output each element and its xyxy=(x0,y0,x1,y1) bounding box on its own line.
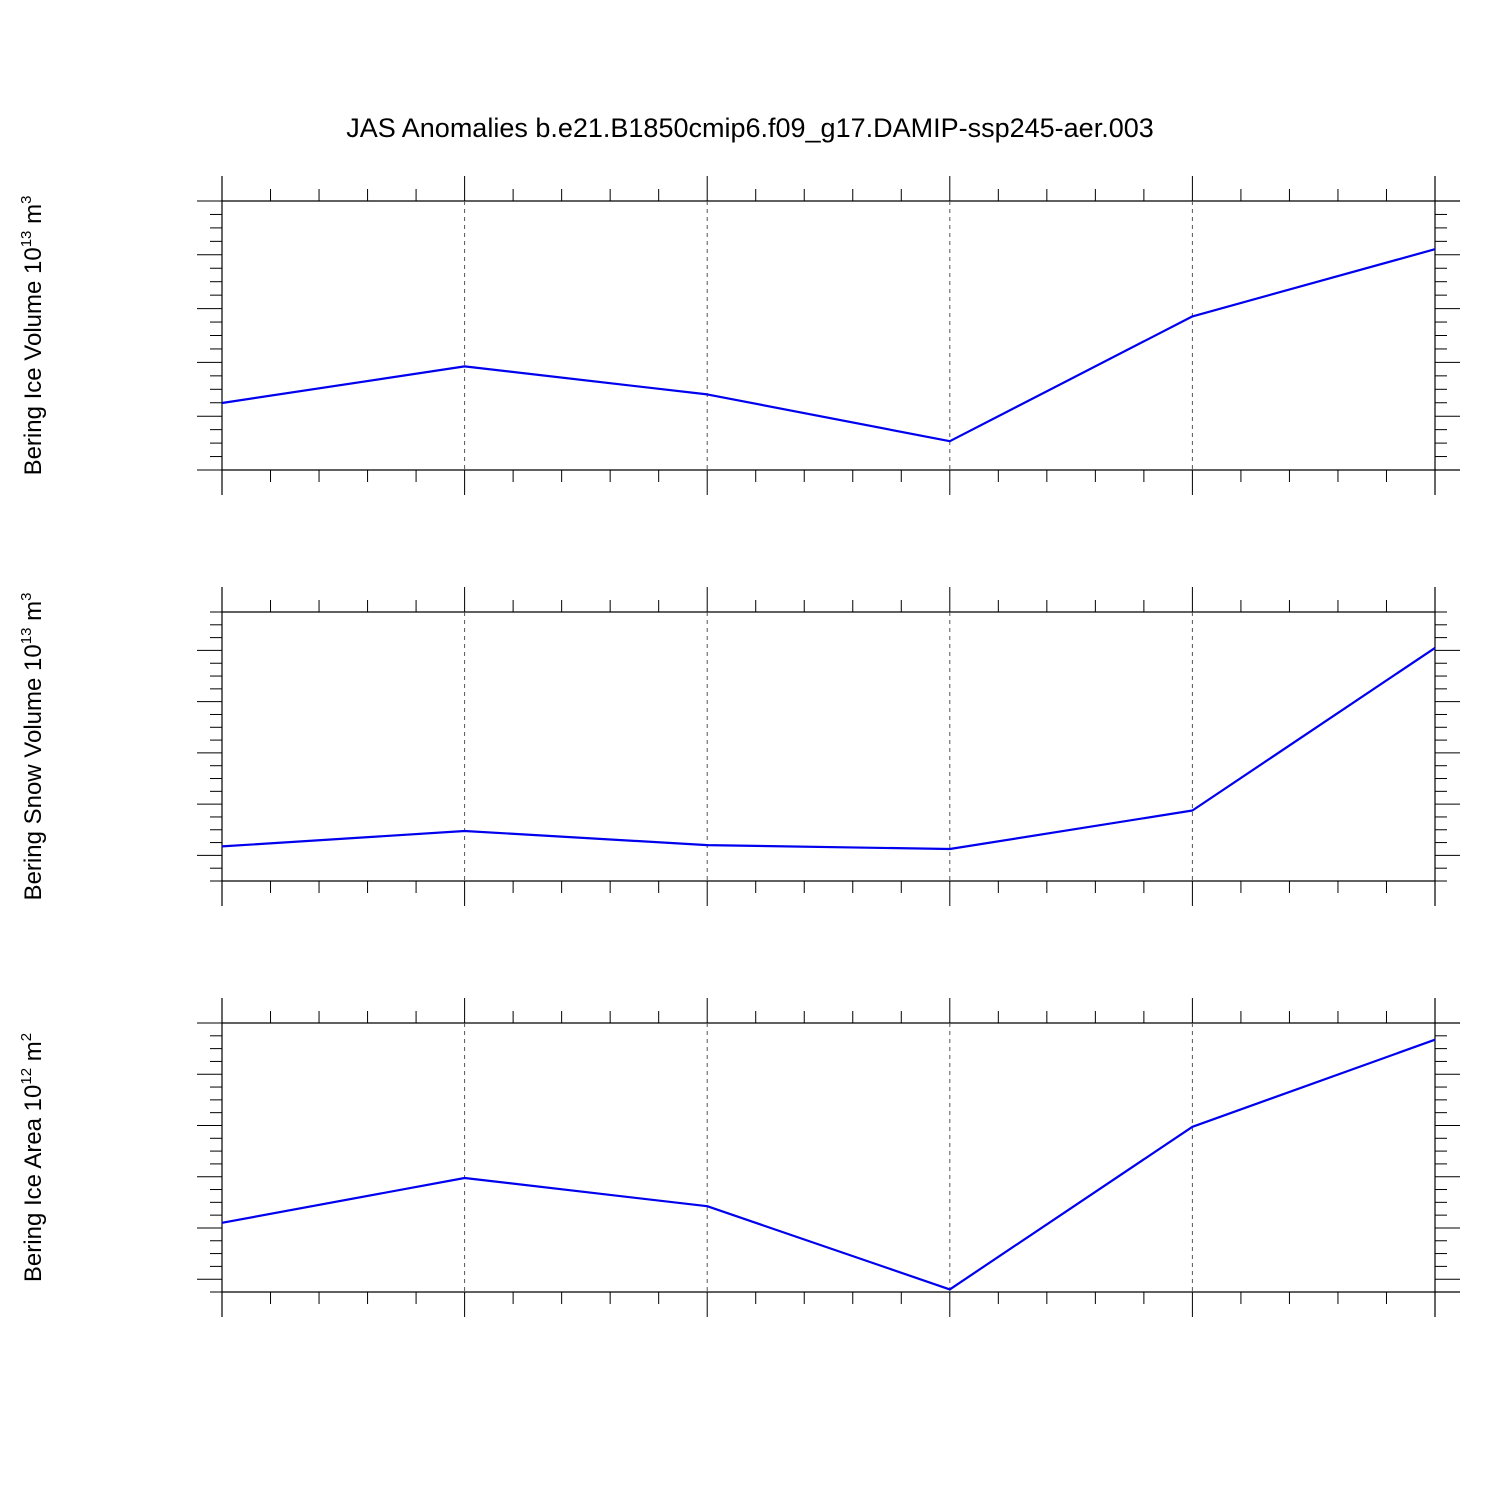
y-axis-label: Bering Ice Volume 1013 m3 xyxy=(18,196,47,476)
data-series-line xyxy=(221,248,1436,443)
chart-panel-2: Bering Snow Volume 1013 m3 xyxy=(18,587,1460,906)
chart-title: JAS Anomalies b.e21.B1850cmip6.f09_g17.D… xyxy=(346,113,1154,143)
y-axis-label-superscript: 13 xyxy=(18,628,35,645)
data-series-line xyxy=(221,1038,1436,1291)
y-axis-label-superscript: 3 xyxy=(18,196,35,204)
chart-panel-3: Bering Ice Area 1012 m2 xyxy=(18,998,1460,1317)
y-axis-label-superscript: 3 xyxy=(18,593,35,601)
data-series-line xyxy=(221,646,1436,851)
chart-panel-1: Bering Ice Volume 1013 m3 xyxy=(18,176,1460,495)
y-axis-label-text: m xyxy=(20,601,47,628)
y-axis-label-text: Bering Snow Volume 10 xyxy=(20,644,47,900)
y-axis-label-superscript: 13 xyxy=(18,231,35,248)
y-axis-label-text: m xyxy=(20,204,47,231)
y-axis-label: Bering Ice Area 1012 m2 xyxy=(18,1033,47,1282)
y-axis-label-superscript: 12 xyxy=(18,1068,35,1085)
y-axis-label: Bering Snow Volume 1013 m3 xyxy=(18,593,47,901)
y-axis-label-text: Bering Ice Volume 10 xyxy=(20,247,47,475)
y-axis-label-superscript: 2 xyxy=(18,1033,35,1041)
y-axis-label-text: m xyxy=(20,1041,47,1068)
y-axis-label-text: Bering Ice Area 10 xyxy=(20,1085,47,1282)
